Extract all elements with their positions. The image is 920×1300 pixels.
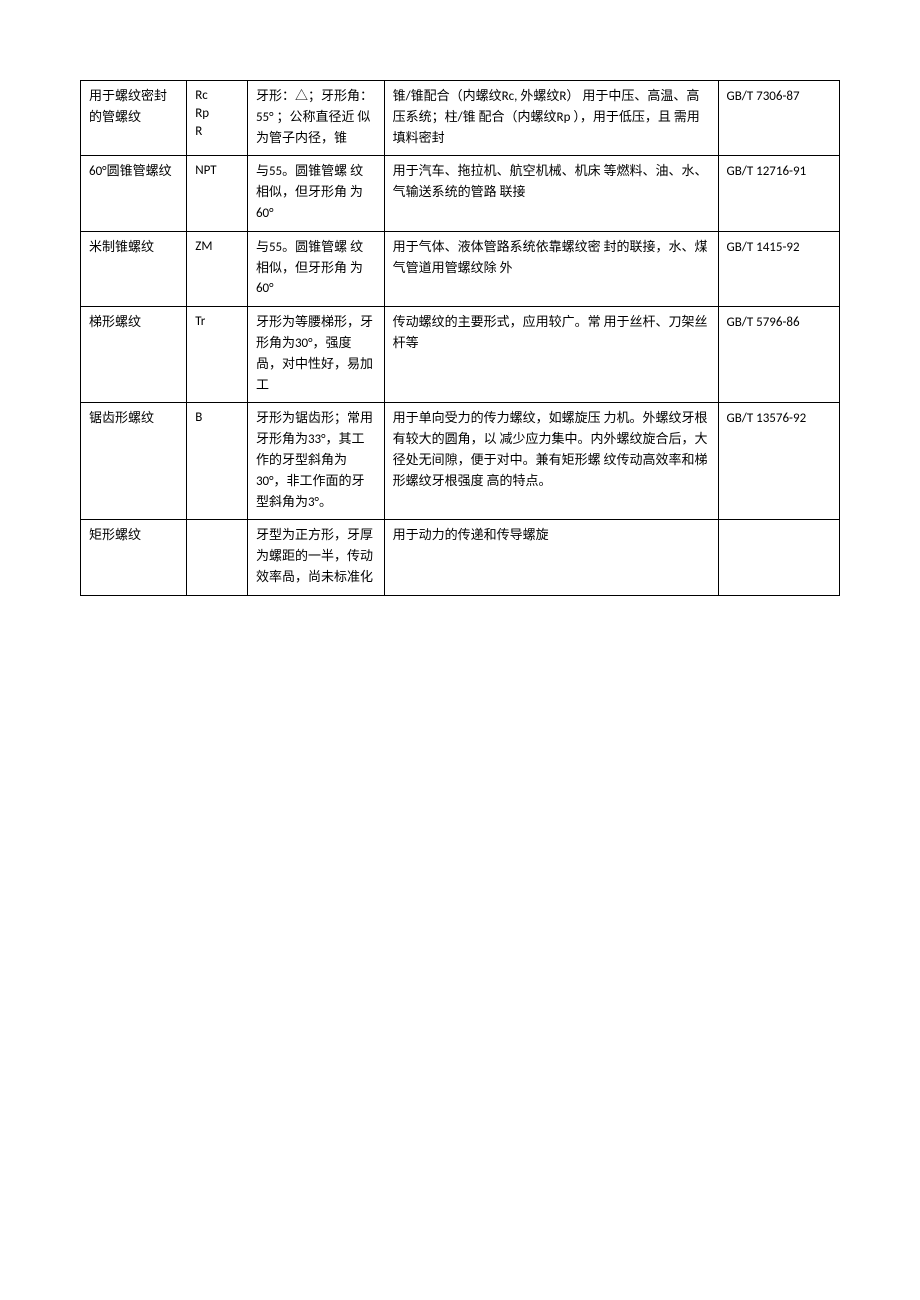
thread-shape-cell: 牙型为正方形，牙厚为螺距的一半，传动效率咼，尚未标准化 [247,520,384,595]
thread-standard-cell: GB/T 5796-86 [718,307,839,403]
thread-standard-cell: GB/T 7306-87 [718,81,839,156]
thread-name-cell: 米制锥螺纹 [81,231,187,306]
thread-application-cell: 锥/锥配合（内螺纹Rc, 外螺纹R） 用于中压、高温、高压系统；柱/锥 配合（内… [384,81,718,156]
thread-shape-cell: 牙形为等腰梯形，牙形角为30°，强度咼，对中性好，易加工 [247,307,384,403]
thread-name-cell: 梯形螺纹 [81,307,187,403]
thread-code-cell: ZM [187,231,248,306]
table-row: 矩形螺纹牙型为正方形，牙厚为螺距的一半，传动效率咼，尚未标准化用于动力的传递和传… [81,520,840,595]
thread-standard-cell: GB/T 13576-92 [718,403,839,520]
thread-code-cell [187,520,248,595]
thread-shape-cell: 与55。圆锥管螺 纹相似，但牙形角 为60° [247,231,384,306]
thread-shape-cell: 牙形：△；牙形角： 55° ；公称直径近 似为管子内径，锥 [247,81,384,156]
thread-application-cell: 传动螺纹的主要形式，应用较广。常 用于丝杆、刀架丝杆等 [384,307,718,403]
table-row: 锯齿形螺纹B牙形为锯齿形；常用牙形角为33°，其工作的牙型斜角为30°，非工作面… [81,403,840,520]
thread-name-cell: 60°圆锥管螺纹 [81,156,187,231]
thread-code-cell: B [187,403,248,520]
table-row: 用于螺纹密封的管螺纹RcRpR牙形：△；牙形角： 55° ；公称直径近 似为管子… [81,81,840,156]
thread-application-cell: 用于动力的传递和传导螺旋 [384,520,718,595]
thread-application-cell: 用于汽车、拖拉机、航空机械、机床 等燃料、油、水、气输送系统的管路 联接 [384,156,718,231]
thread-code-cell: Tr [187,307,248,403]
thread-code-cell: NPT [187,156,248,231]
thread-shape-cell: 与55。圆锥管螺 纹相似，但牙形角 为60° [247,156,384,231]
table-row: 米制锥螺纹ZM与55。圆锥管螺 纹相似，但牙形角 为60°用于气体、液体管路系统… [81,231,840,306]
thread-name-cell: 用于螺纹密封的管螺纹 [81,81,187,156]
thread-standard-cell: GB/T 1415-92 [718,231,839,306]
thread-code-cell: RcRpR [187,81,248,156]
table-row: 梯形螺纹Tr牙形为等腰梯形，牙形角为30°，强度咼，对中性好，易加工传动螺纹的主… [81,307,840,403]
thread-application-cell: 用于单向受力的传力螺纹，如螺旋压 力机。外螺纹牙根有较大的圆角，以 减少应力集中… [384,403,718,520]
thread-standard-cell: GB/T 12716-91 [718,156,839,231]
thread-standard-cell [718,520,839,595]
thread-application-cell: 用于气体、液体管路系统依靠螺纹密 封的联接，水、煤气管道用管螺纹除 外 [384,231,718,306]
thread-name-cell: 矩形螺纹 [81,520,187,595]
thread-specification-table: 用于螺纹密封的管螺纹RcRpR牙形：△；牙形角： 55° ；公称直径近 似为管子… [80,80,840,596]
thread-name-cell: 锯齿形螺纹 [81,403,187,520]
table-row: 60°圆锥管螺纹NPT与55。圆锥管螺 纹相似，但牙形角 为60°用于汽车、拖拉… [81,156,840,231]
thread-shape-cell: 牙形为锯齿形；常用牙形角为33°，其工作的牙型斜角为30°，非工作面的牙型斜角为… [247,403,384,520]
